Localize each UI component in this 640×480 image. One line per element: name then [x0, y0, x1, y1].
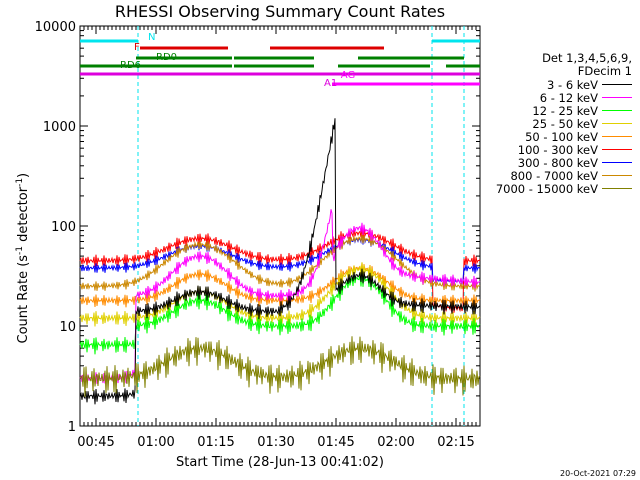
- series-line-100-300: [79, 227, 481, 314]
- legend-entry: 6 - 12 keV: [470, 90, 638, 105]
- legend-entry: 50 - 100 keV: [470, 129, 638, 144]
- plot-frame: [79, 25, 481, 427]
- legend-label: 800 - 7000 keV: [510, 168, 598, 183]
- y-tick-label: 10: [59, 320, 76, 335]
- x-axis-label: Start Time (28-Jun-13 00:41:02): [176, 455, 384, 470]
- x-tick-label: 02:15: [437, 435, 474, 450]
- legend-entry: 25 - 50 keV: [470, 116, 638, 131]
- series-line-3-6: [79, 118, 481, 405]
- x-tick-label: 02:00: [377, 435, 414, 450]
- legend-swatch: [602, 123, 632, 124]
- series-line-7000-15000: [79, 336, 481, 398]
- flag-label-a1: A1: [324, 78, 337, 89]
- legend: Det 1,3,4,5,6,9, FDecim 1 3 - 6 keV 6 - 1…: [470, 51, 638, 196]
- legend-swatch: [602, 110, 632, 111]
- flag-label-rd0: RD0: [156, 52, 177, 63]
- flag-label-ag: AG: [341, 70, 355, 81]
- legend-swatch: [602, 97, 632, 98]
- x-tick-label: 01:45: [317, 435, 354, 450]
- legend-entry: 3 - 6 keV: [470, 77, 638, 92]
- chart-title: RHESSI Observing Summary Count Rates: [114, 2, 446, 21]
- legend-label: 7000 - 15000 keV: [495, 181, 598, 196]
- legend-label: 12 - 25 keV: [532, 103, 598, 118]
- legend-label: 6 - 12 keV: [539, 90, 598, 105]
- legend-entry: 12 - 25 keV: [470, 103, 638, 118]
- series-line-25-50: [79, 262, 481, 327]
- legend-header-1: Det 1,3,4,5,6,9,: [542, 51, 632, 65]
- legend-swatch: [602, 149, 632, 150]
- series-line-50-100: [79, 262, 481, 308]
- legend-label: 50 - 100 keV: [525, 129, 598, 144]
- flag-label-f: F: [134, 42, 140, 53]
- legend-label: 3 - 6 keV: [547, 77, 598, 92]
- x-tick-label: 01:30: [257, 435, 294, 450]
- series-line-6-12: [79, 209, 481, 385]
- x-tick-label: 00:45: [77, 435, 114, 450]
- series-line-300-800: [79, 235, 481, 286]
- legend-entry: 100 - 300 keV: [470, 142, 638, 157]
- flag-label-rd6: RD6: [120, 60, 141, 71]
- legend-entry: 7000 - 15000 keV: [470, 181, 638, 196]
- y-tick-label: 100: [51, 220, 76, 235]
- y-tick-label: 1000: [43, 120, 76, 135]
- legend-label: 25 - 50 keV: [532, 116, 598, 131]
- legend-entry: 800 - 7000 keV: [470, 168, 638, 183]
- legend-entry: 300 - 800 keV: [470, 155, 638, 170]
- x-tick-label: 01:15: [197, 435, 234, 450]
- legend-label: 300 - 800 keV: [517, 155, 598, 170]
- legend-swatch: [602, 84, 632, 85]
- legend-swatch: [602, 136, 632, 137]
- x-tick-label: 01:00: [137, 435, 174, 450]
- flag-label-n: N: [148, 32, 155, 43]
- legend-swatch: [602, 162, 632, 163]
- legend-label: 100 - 300 keV: [517, 142, 598, 157]
- y-axis-label: Count Rate (s-1 detector-1): [14, 172, 32, 344]
- legend-swatch: [602, 175, 632, 176]
- timestamp: 20-Oct-2021 07:29: [560, 469, 636, 478]
- legend-header-2: FDecim 1: [577, 64, 632, 78]
- y-tick-label: 10000: [35, 20, 76, 35]
- legend-swatch: [602, 188, 632, 189]
- y-tick-label: 1: [68, 420, 76, 435]
- series-line-12-25: [79, 270, 481, 355]
